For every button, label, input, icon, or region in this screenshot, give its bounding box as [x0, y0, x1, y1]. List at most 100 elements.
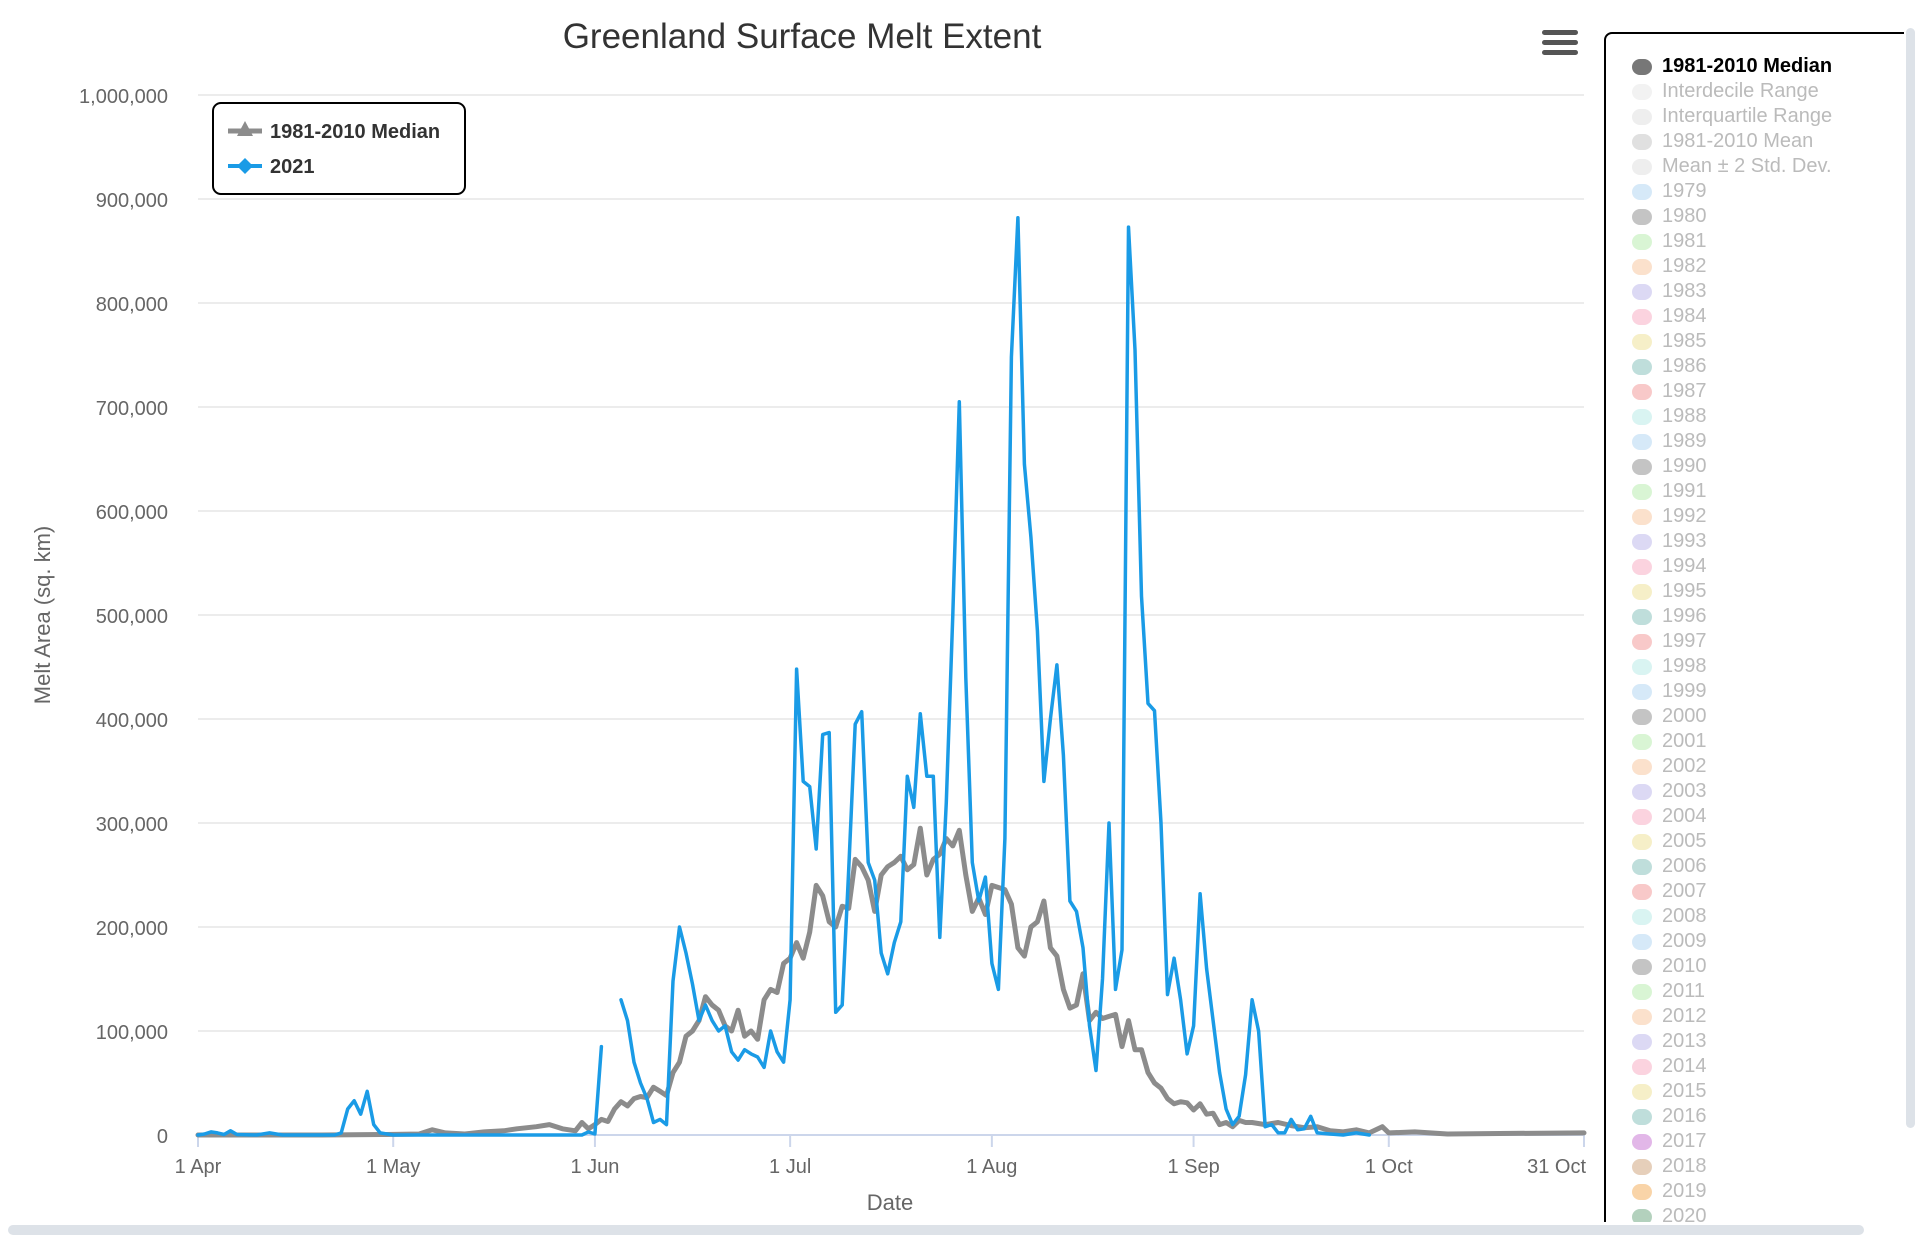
- side-legend-label: 2019: [1662, 1180, 1707, 1202]
- plot-legend-box: [212, 102, 466, 195]
- side-legend-item[interactable]: 1998: [1632, 654, 1904, 679]
- hamburger-icon[interactable]: [1542, 30, 1578, 60]
- legend-swatch: [1632, 958, 1652, 975]
- side-legend-item[interactable]: 1992: [1632, 504, 1904, 529]
- side-legend-item[interactable]: 1994: [1632, 554, 1904, 579]
- side-legend-item[interactable]: 1986: [1632, 354, 1904, 379]
- vertical-scrollbar[interactable]: [1906, 28, 1915, 1128]
- side-legend-label: 1998: [1662, 655, 1707, 677]
- side-legend-item[interactable]: 1990: [1632, 454, 1904, 479]
- side-legend-item[interactable]: 2010: [1632, 954, 1904, 979]
- side-legend-label: 2003: [1662, 780, 1707, 802]
- side-legend-item[interactable]: 1993: [1632, 529, 1904, 554]
- side-legend-item[interactable]: Interdecile Range: [1632, 79, 1904, 104]
- axes: 0 100,000 200,000 300,000 400,000 500,000 600,…: [79, 86, 1586, 1178]
- side-legend-label: 1987: [1662, 380, 1707, 402]
- side-legend-item[interactable]: 2019: [1632, 1179, 1904, 1204]
- legend-swatch: [1632, 908, 1652, 925]
- side-legend-item[interactable]: 2005: [1632, 829, 1904, 854]
- side-legend-item[interactable]: 2001: [1632, 729, 1904, 754]
- x-tick-label: 1 May: [366, 1156, 420, 1178]
- side-legend-item[interactable]: 2020: [1632, 1204, 1904, 1222]
- side-legend-label: 2011: [1662, 980, 1706, 1002]
- side-legend-label: 1994: [1662, 555, 1707, 577]
- series-legend-panel: 1981-2010 Median Interdecile Range Interqu…: [1604, 32, 1904, 1222]
- legend-swatch: [1632, 483, 1652, 500]
- y-tick-label: 100,000: [96, 1022, 168, 1044]
- legend-swatch: [1632, 1183, 1652, 1200]
- side-legend-label: 2001: [1662, 730, 1707, 752]
- side-legend-item[interactable]: 1997: [1632, 629, 1904, 654]
- legend-swatch: [1632, 1158, 1652, 1175]
- side-legend-item[interactable]: 1999: [1632, 679, 1904, 704]
- legend-swatch: [1632, 408, 1652, 425]
- legend-swatch: [1632, 1033, 1652, 1050]
- side-legend-item[interactable]: 2011: [1632, 979, 1904, 1004]
- side-legend-item[interactable]: 1981: [1632, 229, 1904, 254]
- side-legend-item[interactable]: 2004: [1632, 804, 1904, 829]
- side-legend-label: 1985: [1662, 330, 1707, 352]
- side-legend-item[interactable]: 1996: [1632, 604, 1904, 629]
- legend-swatch: [1632, 1008, 1652, 1025]
- side-legend-item[interactable]: 1984: [1632, 304, 1904, 329]
- legend-swatch: [1632, 1133, 1652, 1150]
- side-legend-label: 2015: [1662, 1080, 1707, 1102]
- side-legend-item[interactable]: 1981-2010 Median: [1632, 54, 1904, 79]
- side-legend-item[interactable]: 2018: [1632, 1154, 1904, 1179]
- side-legend-item[interactable]: Mean ± 2 Std. Dev.: [1632, 154, 1904, 179]
- side-legend-item[interactable]: 1981-2010 Mean: [1632, 129, 1904, 154]
- side-legend-item[interactable]: 1988: [1632, 404, 1904, 429]
- side-legend-item[interactable]: 2016: [1632, 1104, 1904, 1129]
- side-legend-item[interactable]: 1995: [1632, 579, 1904, 604]
- median-series-line[interactable]: [195, 825, 1587, 1138]
- legend-swatch: [1632, 933, 1652, 950]
- legend-swatch: [1632, 108, 1652, 125]
- side-legend-label: 1990: [1662, 455, 1707, 477]
- y-tick-label: 800,000: [96, 294, 168, 316]
- side-legend-item[interactable]: 1979: [1632, 179, 1904, 204]
- side-legend-label: 1992: [1662, 505, 1707, 527]
- side-legend-item[interactable]: 2006: [1632, 854, 1904, 879]
- side-legend-item[interactable]: 1985: [1632, 329, 1904, 354]
- side-legend-item[interactable]: 2007: [1632, 879, 1904, 904]
- horizontal-scrollbar[interactable]: [8, 1225, 1864, 1235]
- side-legend-item[interactable]: 2002: [1632, 754, 1904, 779]
- side-legend-item[interactable]: 2012: [1632, 1004, 1904, 1029]
- legend-item-2021[interactable]: 2021: [228, 156, 315, 178]
- legend-swatch: [1632, 308, 1652, 325]
- side-legend-item[interactable]: Interquartile Range: [1632, 104, 1904, 129]
- side-legend-item[interactable]: 2000: [1632, 704, 1904, 729]
- side-legend-label: 1981-2010 Median: [1662, 55, 1833, 77]
- side-legend-label: 1981: [1662, 230, 1707, 252]
- side-legend-item[interactable]: 2008: [1632, 904, 1904, 929]
- side-legend-item[interactable]: 1983: [1632, 279, 1904, 304]
- series-2021-line[interactable]: [196, 215, 1372, 1137]
- y-tick-label: 900,000: [96, 190, 168, 212]
- x-tick-label: 1 Jun: [570, 1156, 619, 1178]
- y-tick-label: 400,000: [96, 710, 168, 732]
- side-legend-label: 1995: [1662, 580, 1707, 602]
- side-legend-item[interactable]: 1980: [1632, 204, 1904, 229]
- side-legend-item[interactable]: 1987: [1632, 379, 1904, 404]
- side-legend-label: 2014: [1662, 1055, 1707, 1077]
- legend-swatch: [1632, 1208, 1652, 1222]
- legend-swatch: [1632, 783, 1652, 800]
- side-legend-item[interactable]: 2003: [1632, 779, 1904, 804]
- legend-swatch: [1632, 133, 1652, 150]
- side-legend-label: 1999: [1662, 680, 1707, 702]
- side-legend-item[interactable]: 1982: [1632, 254, 1904, 279]
- side-legend-item[interactable]: 2014: [1632, 1054, 1904, 1079]
- side-legend-item[interactable]: 1991: [1632, 479, 1904, 504]
- legend-swatch: [1632, 208, 1652, 225]
- side-legend-label: 2006: [1662, 855, 1707, 877]
- side-legend-item[interactable]: 2013: [1632, 1029, 1904, 1054]
- side-legend-label: 1986: [1662, 355, 1707, 377]
- side-legend-item[interactable]: 2009: [1632, 929, 1904, 954]
- legend-median-label: 1981-2010 Median: [270, 121, 440, 143]
- side-legend-item[interactable]: 2017: [1632, 1129, 1904, 1154]
- legend-item-median[interactable]: 1981-2010 Median: [228, 121, 440, 143]
- legend-swatch: [1632, 683, 1652, 700]
- side-legend-item[interactable]: 1989: [1632, 429, 1904, 454]
- side-legend-item[interactable]: 2015: [1632, 1079, 1904, 1104]
- y-tick-label: 300,000: [96, 814, 168, 836]
